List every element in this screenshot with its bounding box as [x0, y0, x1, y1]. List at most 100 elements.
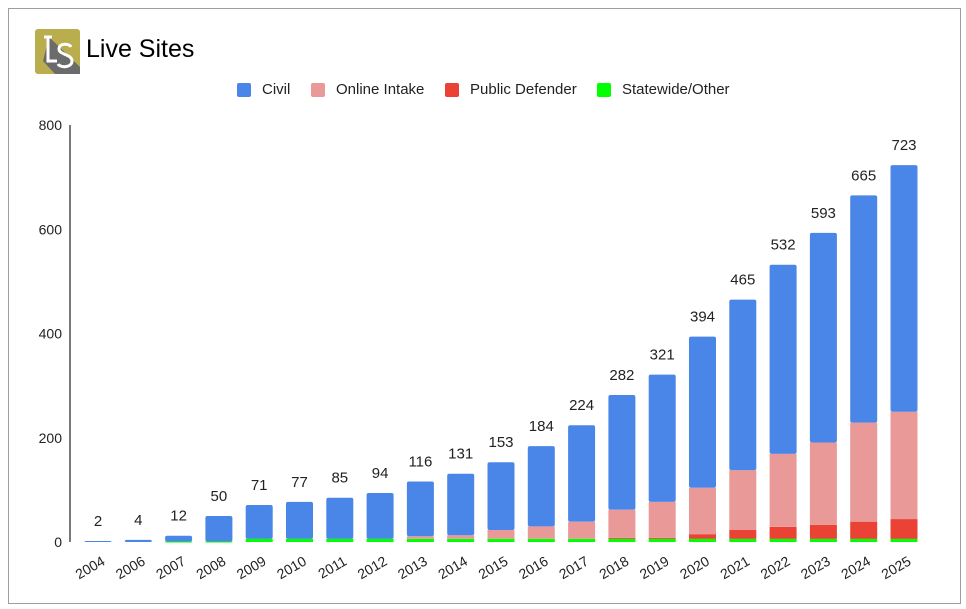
bar-total-label: 85 [331, 470, 348, 487]
bar-segment-statewide-other[interactable] [729, 538, 757, 542]
bar-segment-online-intake[interactable] [406, 536, 434, 539]
bar-segment-civil[interactable] [890, 165, 918, 412]
bar-segment-civil[interactable] [769, 264, 797, 454]
bar-segment-public-defender[interactable] [608, 537, 636, 539]
x-tick-label: 2013 [395, 553, 430, 583]
bar-segment-statewide-other[interactable] [366, 538, 394, 542]
legend-item-public-defender[interactable]: Public Defender [445, 81, 577, 98]
bar-total-label: 321 [650, 347, 675, 364]
bar-total-label: 71 [251, 477, 268, 494]
bar-segment-statewide-other[interactable] [326, 538, 354, 542]
bar-segment-online-intake[interactable] [809, 442, 837, 525]
bar-segment-civil[interactable] [527, 446, 555, 527]
x-tick-label: 2016 [516, 553, 551, 583]
x-tick-label: 2024 [838, 553, 873, 583]
bar-total-label: 394 [690, 309, 715, 326]
bar-segment-online-intake[interactable] [608, 509, 636, 538]
bar-segment-civil[interactable] [326, 497, 354, 539]
bar-segment-civil[interactable] [729, 299, 757, 471]
legend-label: Online Intake [336, 81, 425, 98]
bar-segment-online-intake[interactable] [487, 530, 515, 539]
bar-segment-public-defender[interactable] [689, 534, 716, 539]
bar-segment-online-intake[interactable] [527, 526, 555, 539]
bar-segment-public-defender[interactable] [809, 524, 837, 539]
bar-segment-statewide-other[interactable] [890, 538, 918, 542]
bar-total-label: 116 [408, 454, 432, 471]
bar-segment-online-intake[interactable] [648, 501, 676, 538]
bar-segment-statewide-other[interactable] [568, 538, 596, 542]
x-tick-label: 2018 [596, 553, 631, 583]
bar-segment-statewide-other[interactable] [205, 541, 233, 543]
bar-segment-civil[interactable] [286, 501, 313, 539]
x-tick-label: 2015 [476, 553, 511, 583]
bar-total-label: 665 [851, 167, 876, 184]
bar-segment-public-defender[interactable] [648, 537, 676, 539]
bar-segment-statewide-other[interactable] [527, 538, 555, 542]
bar-segment-civil[interactable] [245, 504, 273, 539]
y-tick-label: 200 [39, 430, 63, 446]
bar-segment-online-intake[interactable] [568, 521, 596, 539]
legend-item-online-intake[interactable]: Online Intake [311, 81, 424, 98]
bar-segment-statewide-other[interactable] [769, 538, 797, 542]
x-tick-label: 2004 [73, 553, 108, 583]
bar-segment-statewide-other[interactable] [689, 538, 716, 542]
bar-total-label: 12 [170, 508, 187, 525]
y-tick-label: 800 [39, 117, 63, 133]
x-tick-label: 2025 [879, 553, 914, 583]
bar-total-label: 2 [94, 513, 102, 530]
bar-segment-statewide-other[interactable] [406, 538, 434, 542]
bar-segment-public-defender[interactable] [729, 530, 757, 539]
ls-logo [35, 29, 80, 74]
bar-segment-civil[interactable] [205, 515, 233, 542]
bar-segment-statewide-other[interactable] [165, 541, 193, 543]
bar-segment-online-intake[interactable] [729, 470, 757, 531]
bar-total-label: 77 [291, 474, 308, 491]
bar-segment-statewide-other[interactable] [608, 538, 636, 542]
bar-segment-statewide-other[interactable] [447, 538, 475, 542]
bar-segment-public-defender[interactable] [890, 519, 918, 539]
bar-segment-online-intake[interactable] [769, 453, 797, 527]
bar-segment-civil[interactable] [648, 374, 676, 502]
bar-segment-statewide-other[interactable] [487, 538, 515, 542]
bar-segment-statewide-other[interactable] [809, 538, 837, 542]
bar-total-label: 50 [211, 488, 228, 505]
chart-frame [8, 8, 961, 604]
bar-segment-civil[interactable] [165, 535, 193, 542]
bar-segment-public-defender[interactable] [850, 521, 878, 539]
bar-segment-online-intake[interactable] [850, 422, 878, 522]
bar-segment-civil[interactable] [84, 540, 112, 542]
bar-total-label: 723 [891, 137, 916, 154]
bar-segment-statewide-other[interactable] [245, 538, 273, 542]
bar-total-label: 4 [134, 512, 142, 529]
bar-segment-public-defender[interactable] [769, 526, 797, 539]
bar-segment-online-intake[interactable] [890, 411, 918, 520]
bar-segment-civil[interactable] [447, 473, 475, 536]
bar-segment-civil[interactable] [124, 539, 152, 542]
x-tick-label: 2021 [717, 553, 752, 583]
bar-segment-statewide-other[interactable] [850, 538, 878, 542]
bar-segment-civil[interactable] [608, 395, 636, 510]
bar-segment-online-intake[interactable] [689, 487, 716, 535]
bar-segment-statewide-other[interactable] [648, 538, 676, 542]
bar-segment-civil[interactable] [487, 462, 515, 531]
bar-segment-civil[interactable] [568, 425, 596, 522]
legend-item-statewide-other[interactable]: Statewide/Other [597, 81, 730, 98]
x-tick-label: 2022 [758, 553, 793, 583]
bar-segment-statewide-other[interactable] [286, 538, 313, 542]
bar-total-label: 593 [811, 205, 836, 222]
legend-label: Public Defender [470, 81, 577, 98]
bar-total-label: 131 [448, 446, 473, 463]
x-tick-label: 2009 [234, 553, 269, 583]
x-tick-label: 2010 [274, 553, 309, 583]
legend-label: Statewide/Other [622, 81, 730, 98]
bar-segment-online-intake[interactable] [447, 535, 475, 539]
bar-segment-civil[interactable] [809, 232, 837, 443]
bar-segment-civil[interactable] [689, 336, 716, 488]
x-tick-label: 2019 [637, 553, 672, 583]
bar-segment-civil[interactable] [406, 481, 434, 537]
bar-segment-civil[interactable] [850, 195, 878, 423]
legend-item-civil[interactable]: Civil [237, 81, 290, 98]
legend: Civil Online Intake Public Defender Statewi… [0, 81, 966, 101]
bar-segment-civil[interactable] [366, 493, 394, 539]
